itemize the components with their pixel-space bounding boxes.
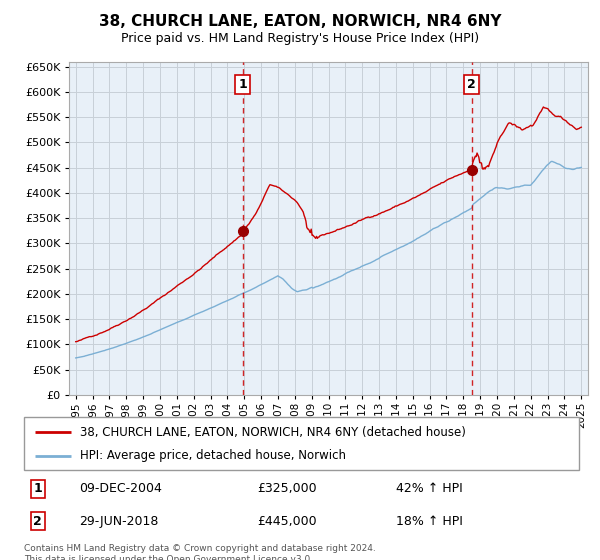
Text: 09-DEC-2004: 09-DEC-2004 — [79, 482, 163, 496]
Text: 1: 1 — [34, 482, 42, 496]
Text: Price paid vs. HM Land Registry's House Price Index (HPI): Price paid vs. HM Land Registry's House … — [121, 32, 479, 45]
Text: 38, CHURCH LANE, EATON, NORWICH, NR4 6NY: 38, CHURCH LANE, EATON, NORWICH, NR4 6NY — [99, 14, 501, 29]
Text: 38, CHURCH LANE, EATON, NORWICH, NR4 6NY (detached house): 38, CHURCH LANE, EATON, NORWICH, NR4 6NY… — [79, 426, 466, 438]
Text: £325,000: £325,000 — [257, 482, 317, 496]
Text: HPI: Average price, detached house, Norwich: HPI: Average price, detached house, Norw… — [79, 449, 346, 462]
Text: 1: 1 — [239, 78, 247, 91]
Text: 2: 2 — [34, 515, 42, 528]
Text: £445,000: £445,000 — [257, 515, 317, 528]
Text: Contains HM Land Registry data © Crown copyright and database right 2024.
This d: Contains HM Land Registry data © Crown c… — [24, 544, 376, 560]
Text: 18% ↑ HPI: 18% ↑ HPI — [396, 515, 463, 528]
Text: 2: 2 — [467, 78, 476, 91]
Text: 42% ↑ HPI: 42% ↑ HPI — [396, 482, 463, 496]
Text: 29-JUN-2018: 29-JUN-2018 — [79, 515, 159, 528]
